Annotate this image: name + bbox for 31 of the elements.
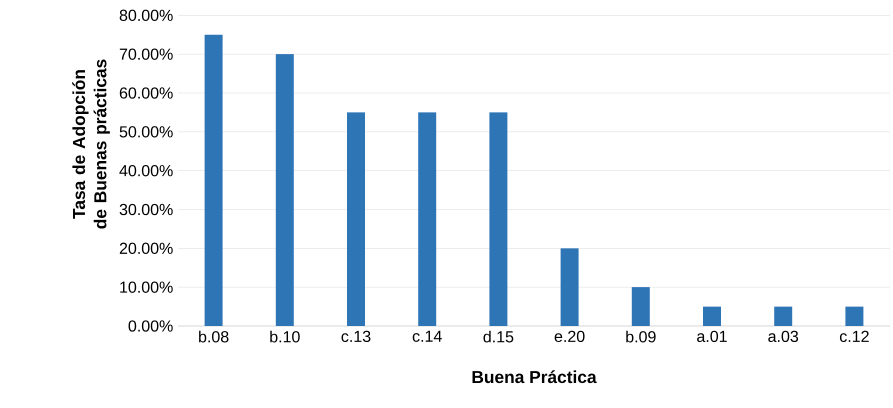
x-tick-label: b.10 [270,330,300,342]
y-tick-label: 20.00% [120,242,173,254]
y-tick-label: 0.00% [128,320,173,332]
y-tick-label: 80.00% [120,10,173,21]
bar [276,54,294,326]
bar [204,34,223,326]
x-tick-label: c.12 [840,330,869,342]
bar [489,112,508,326]
bar [703,306,721,326]
bar [560,248,579,326]
x-tick-label: b.09 [626,330,656,342]
y-tick-label: 50.00% [120,126,173,138]
bar [774,306,792,326]
y-tick-label: 70.00% [120,48,173,60]
x-tick-label: b.08 [199,330,228,342]
bar [845,306,864,326]
y-tick-label: 10.00% [120,282,173,293]
x-tick-label: a.03 [768,330,798,342]
y-axis-title: Tasa de Adopción de Buenas prácticas [72,59,110,229]
x-tick-label: c.14 [412,330,442,342]
y-tick-label: 60.00% [120,87,173,99]
bar [418,112,436,326]
x-tick-label: e.20 [554,330,585,342]
x-tick-label: c.13 [342,330,370,342]
bar [347,112,366,326]
x-axis-title: Buena Práctica [472,370,597,384]
y-tick-label: 30.00% [120,204,173,216]
bar [632,287,650,326]
y-tick-label: 40.00% [119,165,173,176]
x-tick-label: d.15 [484,330,514,342]
x-tick-label: a.01 [697,330,727,342]
